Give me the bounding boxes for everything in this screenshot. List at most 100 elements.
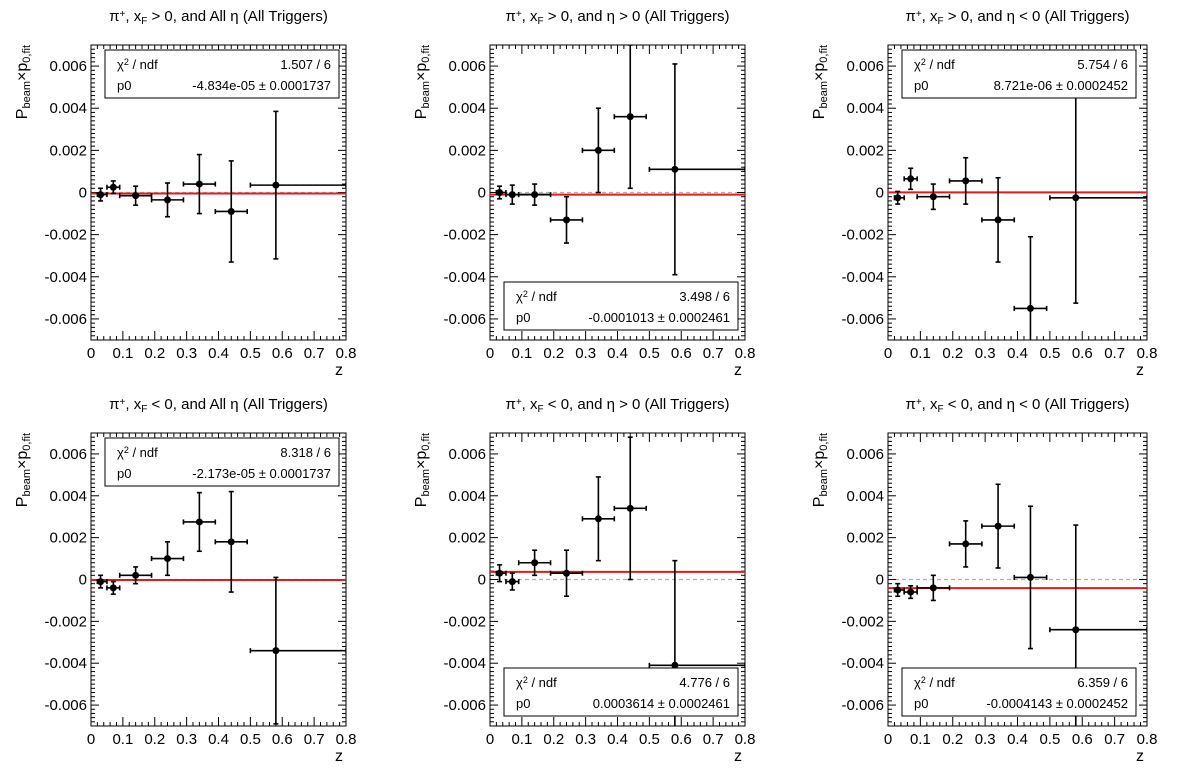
x-tick-label: 0 <box>884 731 892 748</box>
data-point <box>903 167 918 191</box>
y-tick-label: -0.002 <box>44 227 87 244</box>
x-tick-label: 0.3 <box>975 345 996 362</box>
data-point <box>981 176 1016 263</box>
chart-title: π+, xF > 0, and All η (All Triggers) <box>109 8 328 27</box>
data-layer <box>888 91 1147 340</box>
data-point <box>495 185 507 200</box>
y-tick-label: -0.004 <box>841 269 884 286</box>
x-tick-label: 0.7 <box>304 731 325 748</box>
x-tick-label: 0.7 <box>1104 345 1125 362</box>
x-axis-label: z <box>1136 748 1144 765</box>
y-axis-label: Pbeam×p0,fit <box>413 433 432 507</box>
p0-label: p0 <box>914 78 928 93</box>
x-tick-label: 0.7 <box>1104 731 1125 748</box>
y-tick-label: -0.004 <box>841 655 884 672</box>
y-tick-label: -0.006 <box>44 697 87 714</box>
data-point <box>150 541 185 577</box>
point-marker <box>626 113 634 121</box>
x-tick-label: 0.5 <box>639 345 660 362</box>
data-point <box>903 584 918 600</box>
y-tick-label: -0.004 <box>44 655 87 672</box>
data-point <box>549 195 584 244</box>
data-layer <box>91 110 346 263</box>
p0-value: -0.0004143 ± 0.0002452 <box>986 696 1128 711</box>
data-point <box>118 185 153 206</box>
chart-title: π+, xF > 0, and η < 0 (All Triggers) <box>905 8 1129 27</box>
point-marker <box>907 175 915 183</box>
data-point <box>96 574 108 589</box>
data-point <box>517 549 552 577</box>
data-point <box>981 483 1016 569</box>
p0-label: p0 <box>516 696 530 711</box>
p0-label: p0 <box>117 78 131 93</box>
p0-value: 0.0003614 ± 0.0002461 <box>593 696 730 711</box>
point-marker <box>1072 194 1080 202</box>
x-tick-label: 0.6 <box>671 345 692 362</box>
p0-value: -0.0001013 ± 0.0002461 <box>588 310 730 325</box>
fit-stats-frame <box>503 667 739 717</box>
chart-panel-1: π+, xF > 0, and All η (All Triggers) 0 0.1… <box>14 8 356 379</box>
fit-stats-box: χ2 / ndf 3.498 / 6 p0 -0.0001013 ± 0.000246… <box>503 281 739 331</box>
data-point <box>581 107 616 194</box>
data-point <box>106 580 121 595</box>
point-marker <box>1026 573 1034 581</box>
x-tick-label: 0.2 <box>144 731 165 748</box>
x-axis-label: z <box>335 362 343 379</box>
y-tick-label: 0.006 <box>448 58 486 75</box>
fit-stats-frame <box>104 437 340 487</box>
point-marker <box>594 146 602 154</box>
data-point <box>214 160 248 263</box>
data-point <box>613 45 647 190</box>
y-tick-label: 0 <box>876 185 884 202</box>
x-tick-label: 0.5 <box>240 731 261 748</box>
fit-stats-frame <box>503 281 739 331</box>
x-tick-label: 0.4 <box>607 731 628 748</box>
y-tick-label: 0.006 <box>49 446 87 463</box>
point-marker <box>929 584 937 592</box>
y-tick-label: 0.006 <box>49 58 87 75</box>
y-tick-label: 0 <box>876 572 884 589</box>
x-tick-label: 0.5 <box>1039 345 1060 362</box>
fit-stats-box: χ2 / ndf 4.776 / 6 p0 0.0003614 ± 0.0002461 <box>503 667 739 717</box>
y-tick-label: 0.002 <box>49 530 87 547</box>
data-point <box>214 490 248 593</box>
point-marker <box>907 588 915 596</box>
y-tick-label: -0.002 <box>841 613 884 630</box>
y-tick-label: 0.002 <box>448 142 486 159</box>
x-tick-label: 0.6 <box>1072 345 1093 362</box>
fit-stats-frame <box>901 49 1137 99</box>
data-point <box>505 572 520 591</box>
point-marker <box>994 522 1002 530</box>
y-tick-label: 0 <box>478 572 486 589</box>
x-tick-label: 0.1 <box>511 345 532 362</box>
y-tick-label: -0.002 <box>443 227 486 244</box>
data-point <box>249 110 346 260</box>
y-axis-label: Pbeam×p0,fit <box>811 45 830 119</box>
data-point <box>581 476 616 562</box>
x-tick-label: 0.8 <box>735 731 756 748</box>
y-axis-label: Pbeam×p0,fit <box>413 45 432 119</box>
x-tick-label: 0.8 <box>1137 731 1158 748</box>
x-tick-label: 0.1 <box>112 731 133 748</box>
point-marker <box>132 192 140 200</box>
point-marker <box>97 578 105 586</box>
p0-label: p0 <box>914 696 928 711</box>
data-point <box>505 184 520 205</box>
x-tick-label: 0.2 <box>144 345 165 362</box>
y-tick-label: 0.004 <box>846 100 884 117</box>
x-tick-label: 0 <box>87 345 95 362</box>
data-point <box>648 63 745 276</box>
x-tick-label: 0.2 <box>942 731 963 748</box>
point-marker <box>227 207 235 215</box>
data-layer <box>490 45 745 276</box>
y-tick-label: -0.006 <box>443 697 486 714</box>
x-tick-label: 0.4 <box>1007 345 1028 362</box>
point-marker <box>164 196 171 204</box>
point-marker <box>164 555 171 563</box>
data-point <box>249 576 346 725</box>
point-marker <box>563 216 570 224</box>
y-tick-label: -0.006 <box>841 697 884 714</box>
x-tick-label: 0.6 <box>1072 731 1093 748</box>
chart-panel-2: π+, xF > 0, and η > 0 (All Triggers) 0 0.1… <box>413 8 755 379</box>
y-tick-label: 0.004 <box>846 488 884 505</box>
